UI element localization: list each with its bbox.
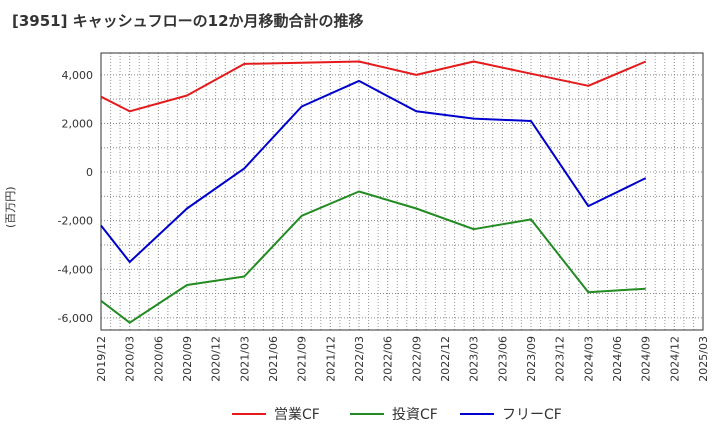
legend-swatch-free-cf — [460, 413, 494, 415]
x-tick-label: 2022/09 — [410, 336, 423, 382]
x-tick-label: 2021/03 — [238, 336, 251, 382]
legend-label-investing-cf: 投資CF — [392, 407, 438, 423]
x-tick-label: 2020/09 — [181, 336, 194, 382]
legend: 営業CF 投資CF フリーCF — [0, 402, 720, 426]
series-line-0 — [100, 60, 647, 113]
y-tick-label: -2,000 — [58, 215, 93, 228]
x-tick-label: 2023/12 — [554, 336, 567, 382]
series-line-1 — [100, 190, 646, 324]
legend-swatch-operating-cf — [232, 413, 266, 415]
x-tick-label: 2023/03 — [468, 336, 481, 382]
y-tick-label: 4,000 — [62, 69, 94, 82]
x-tick-label: 2021/12 — [324, 336, 337, 382]
y-tick-label: 2,000 — [62, 117, 94, 130]
y-tick-label: 0 — [86, 166, 93, 179]
y-tick-label: -6,000 — [58, 312, 93, 325]
x-tick-label: 2022/06 — [382, 336, 395, 382]
x-tick-label: 2023/06 — [496, 336, 509, 382]
x-tick-label: 2024/06 — [611, 336, 624, 382]
legend-item-investing-cf: 投資CF — [350, 402, 438, 426]
x-tick-label: 2025/03 — [697, 336, 710, 382]
x-tick-label: 2020/12 — [210, 336, 223, 382]
x-tick-label: 2024/09 — [640, 336, 653, 382]
x-tick-label: 2022/12 — [439, 336, 452, 382]
legend-label-operating-cf: 営業CF — [274, 407, 320, 423]
chart-title: [3951] キャッシュフローの12か月移動合計の推移 — [12, 12, 364, 30]
legend-item-free-cf: フリーCF — [460, 402, 562, 426]
x-tick-label: 2023/09 — [525, 336, 538, 382]
x-tick-label: 2020/06 — [152, 336, 165, 382]
x-tick-label: 2021/09 — [296, 336, 309, 382]
x-tick-label: 2019/12 — [95, 336, 108, 382]
series-line-2 — [100, 79, 647, 263]
plot-frame — [100, 52, 704, 331]
x-tick-label: 2024/12 — [668, 336, 681, 382]
legend-label-free-cf: フリーCF — [502, 407, 562, 423]
x-tick-label: 2022/03 — [353, 336, 366, 382]
legend-swatch-investing-cf — [350, 413, 384, 415]
x-tick-label: 2020/03 — [124, 336, 137, 382]
plot-area — [101, 53, 703, 330]
x-tick-label: 2024/03 — [582, 336, 595, 382]
legend-item-operating-cf: 営業CF — [232, 402, 320, 426]
y-tick-label: -4,000 — [58, 263, 93, 276]
x-tick-label: 2021/06 — [267, 336, 280, 382]
